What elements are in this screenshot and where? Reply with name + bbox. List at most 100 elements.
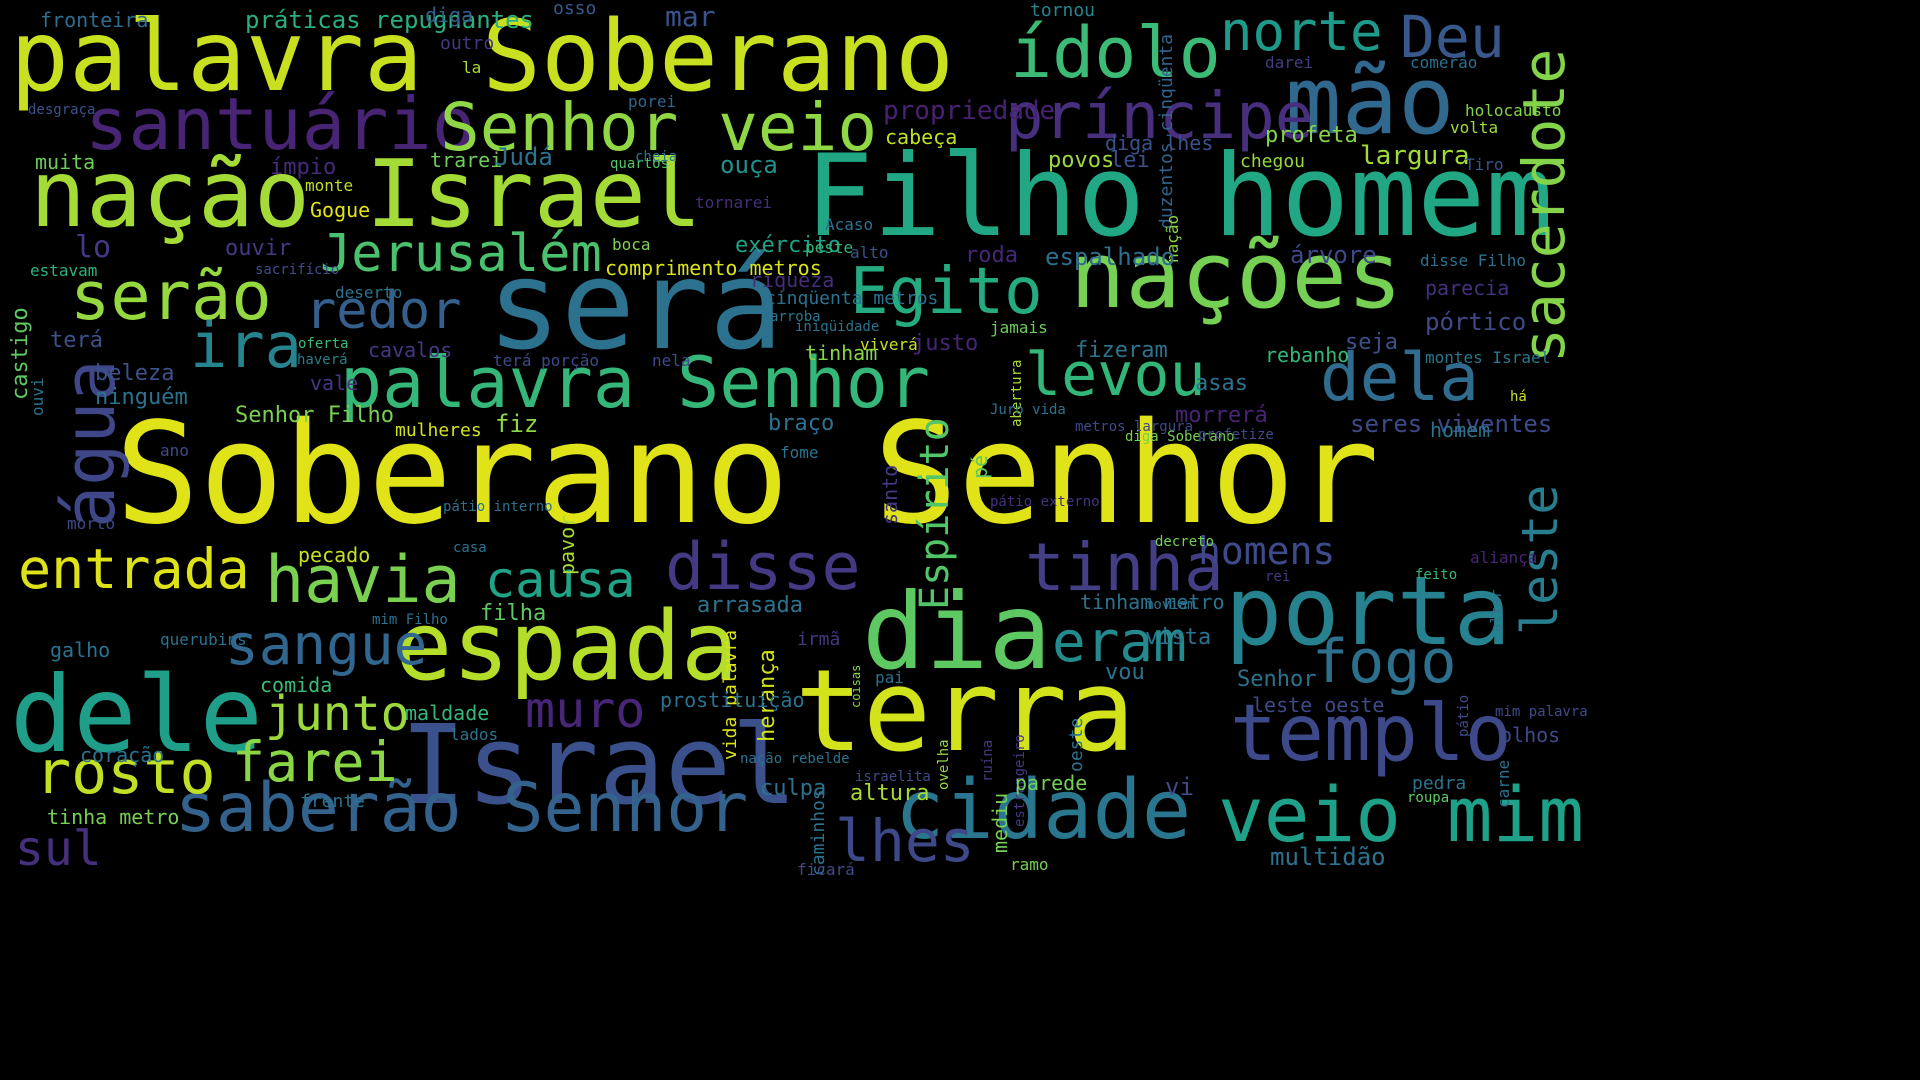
cloud-word: redor xyxy=(305,281,462,341)
cloud-word: deserto xyxy=(335,283,403,302)
cloud-word: roupa xyxy=(1407,790,1450,806)
cloud-word: causa xyxy=(485,551,636,609)
cloud-word: pórtico xyxy=(1425,308,1527,336)
cloud-word: pedra xyxy=(1412,773,1467,794)
cloud-word: tinha xyxy=(1025,529,1224,606)
cloud-word: diga Soberano xyxy=(1125,429,1235,445)
cloud-word: vista xyxy=(1145,625,1212,650)
cloud-word: diga xyxy=(425,3,474,27)
cloud-word: mim palavra xyxy=(1495,704,1588,720)
cloud-word: seja xyxy=(1345,330,1398,355)
cloud-word: ouça xyxy=(720,151,778,179)
cloud-word: braço xyxy=(768,411,835,436)
cloud-word: carne xyxy=(1494,759,1513,808)
cloud-word: veio mim xyxy=(1218,770,1585,859)
cloud-word: dele xyxy=(10,654,263,776)
cloud-word: la xyxy=(462,58,482,77)
cloud-word: haverá xyxy=(297,352,348,368)
cloud-word: ouvir xyxy=(225,236,292,261)
cloud-word: chegou xyxy=(1240,151,1306,172)
cloud-word: nação rebelde xyxy=(740,751,850,767)
cloud-word: lhes xyxy=(835,807,975,875)
cloud-word: metros largura xyxy=(1075,419,1194,435)
cloud-word: cavalos xyxy=(368,338,453,362)
cloud-word: galho xyxy=(50,638,111,662)
cloud-word: roda xyxy=(965,243,1018,268)
cloud-word: profeta xyxy=(1265,123,1358,148)
cloud-word: terra xyxy=(795,645,1136,777)
cloud-word: práticas repugnantes xyxy=(245,6,534,34)
cloud-word: boca xyxy=(612,235,651,254)
cloud-word: Espírito xyxy=(912,417,958,610)
cloud-word: pé xyxy=(968,454,992,479)
cloud-word: altar xyxy=(1489,589,1505,632)
cloud-word: mão xyxy=(1285,47,1455,156)
cloud-word: feito xyxy=(1415,567,1458,583)
cloud-word: comerão xyxy=(1410,53,1478,72)
cloud-word: Acaso xyxy=(825,215,874,234)
cloud-word: exército xyxy=(735,233,841,258)
cloud-word: osso xyxy=(553,0,597,19)
cloud-word: pavor xyxy=(555,514,579,575)
cloud-word: montes Israel xyxy=(1425,348,1551,367)
cloud-word: ninguém xyxy=(95,385,188,410)
cloud-word: comida xyxy=(260,673,333,697)
cloud-word: Judá xyxy=(495,143,553,171)
cloud-word: asas xyxy=(1195,371,1248,396)
cloud-word: coração xyxy=(80,743,165,767)
cloud-word: nação Israel xyxy=(30,140,702,248)
cloud-word: parecia xyxy=(1425,276,1510,300)
cloud-word: Senhor xyxy=(1237,667,1317,692)
cloud-word: largura xyxy=(1360,141,1470,171)
cloud-word: terá xyxy=(50,328,103,353)
cloud-word: peste xyxy=(805,238,854,257)
cloud-word: frente xyxy=(300,791,366,812)
cloud-word: fiz xyxy=(495,410,539,438)
cloud-word: será xyxy=(487,235,784,378)
cloud-word: morto xyxy=(67,514,116,533)
cloud-word: saberão Senhor xyxy=(175,769,749,848)
cloud-word: havia xyxy=(265,543,461,618)
cloud-word: tornou xyxy=(1030,0,1096,21)
cloud-word: leste oeste xyxy=(1252,693,1385,717)
cloud-word: Egito xyxy=(850,255,1043,329)
cloud-word: ira xyxy=(190,309,302,382)
cloud-word: disse Filho xyxy=(1420,251,1526,270)
cloud-word: povos xyxy=(1048,148,1115,173)
cloud-word: santo xyxy=(878,464,902,525)
cloud-word: pecado xyxy=(298,543,371,567)
cloud-word: homem xyxy=(1430,418,1491,442)
cloud-word: ruína xyxy=(980,739,996,782)
cloud-word: muro xyxy=(525,681,646,739)
cloud-word: aliança xyxy=(1470,548,1538,567)
cloud-word: porei xyxy=(628,92,677,111)
cloud-word: oeste xyxy=(1066,717,1087,772)
cloud-word: lei xyxy=(1110,148,1150,173)
cloud-word: volta xyxy=(1450,118,1499,137)
cloud-word: Filho homem xyxy=(805,130,1554,262)
cloud-word: dela xyxy=(1320,339,1479,416)
cloud-word: cabeça xyxy=(885,125,958,149)
cloud-word: tinham metro xyxy=(1080,590,1225,614)
cloud-word: rebanho xyxy=(1265,343,1350,367)
cloud-word: israelita xyxy=(855,769,931,785)
cloud-word: eram xyxy=(1052,610,1187,675)
cloud-word: árvore xyxy=(1290,241,1377,269)
cloud-word: viverá xyxy=(860,335,918,354)
cloud-word: estavam xyxy=(30,261,98,280)
cloud-word: coisas xyxy=(849,664,863,709)
cloud-word: monte xyxy=(305,176,354,195)
cloud-word: pátio externo xyxy=(990,494,1100,510)
cloud-word: fome xyxy=(780,443,819,462)
cloud-word: vou xyxy=(1105,660,1145,685)
cloud-word: jamais xyxy=(990,318,1048,337)
cloud-word: espalhado xyxy=(1045,243,1176,271)
cloud-word: Gogue xyxy=(310,198,371,222)
cloud-word: lados xyxy=(450,725,499,744)
cloud-word: fronteira xyxy=(40,8,149,32)
cloud-word: palavra Soberano xyxy=(10,0,955,114)
cloud-word: ídolo xyxy=(1010,12,1221,94)
cloud-word: oferta xyxy=(298,336,349,352)
cloud-word: nela xyxy=(652,351,691,370)
